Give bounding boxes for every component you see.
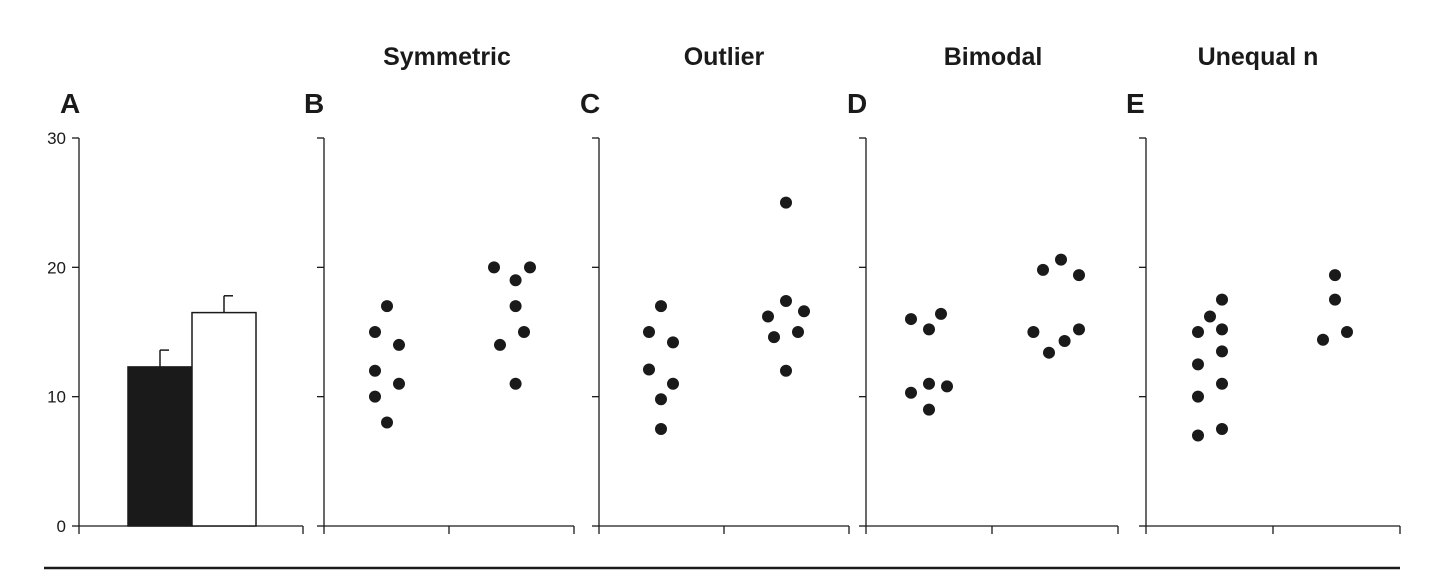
data-point bbox=[780, 294, 792, 307]
data-point bbox=[923, 377, 935, 390]
data-point bbox=[1329, 269, 1341, 282]
data-point bbox=[1216, 423, 1228, 435]
panel-title: Bimodal bbox=[944, 43, 1043, 71]
data-point bbox=[643, 363, 655, 376]
data-point bbox=[655, 300, 667, 313]
data-point bbox=[798, 305, 810, 318]
data-point bbox=[1192, 429, 1204, 442]
bar bbox=[127, 366, 193, 527]
panel-c: Outlier C bbox=[580, 43, 850, 534]
data-point bbox=[905, 386, 917, 399]
data-point bbox=[1204, 310, 1216, 323]
data-point bbox=[1058, 335, 1071, 348]
data-point bbox=[1216, 377, 1228, 390]
data-point bbox=[905, 313, 917, 326]
data-point bbox=[1192, 358, 1204, 371]
panel-letter: D bbox=[847, 88, 867, 119]
data-point bbox=[369, 326, 381, 338]
data-point bbox=[655, 393, 667, 406]
data-point bbox=[381, 300, 393, 313]
panel-letter: A bbox=[60, 88, 80, 119]
data-point bbox=[524, 261, 536, 274]
panel-title: Unequal n bbox=[1198, 43, 1319, 71]
data-point bbox=[667, 336, 679, 349]
panel-letter: B bbox=[304, 88, 324, 119]
y-tick-label: 0 bbox=[57, 517, 66, 536]
data-point bbox=[518, 326, 530, 338]
data-point bbox=[393, 377, 405, 390]
data-point bbox=[655, 423, 667, 435]
data-point bbox=[1027, 326, 1040, 338]
data-point bbox=[780, 364, 792, 377]
data-point bbox=[509, 274, 522, 287]
y-tick-label: 20 bbox=[47, 258, 66, 277]
data-point bbox=[792, 326, 804, 338]
data-point bbox=[1216, 345, 1228, 358]
data-point bbox=[1043, 346, 1055, 359]
data-point bbox=[1329, 293, 1341, 306]
data-point bbox=[768, 331, 780, 344]
data-point bbox=[1317, 333, 1329, 346]
bar bbox=[191, 311, 257, 527]
panel-b: Symmetric B bbox=[304, 43, 575, 534]
data-point bbox=[667, 377, 679, 390]
panel-title: Symmetric bbox=[383, 43, 511, 71]
panel-letter: C bbox=[580, 88, 600, 119]
panel-d: Bimodal D bbox=[847, 43, 1119, 534]
data-point bbox=[1073, 323, 1085, 336]
data-point bbox=[1037, 263, 1049, 276]
data-point bbox=[1192, 326, 1204, 338]
panel-title: Outlier bbox=[684, 43, 765, 71]
data-point bbox=[1341, 326, 1353, 338]
panel-a: A 0 10 20 30 bbox=[47, 88, 304, 536]
data-point bbox=[381, 416, 393, 429]
data-point bbox=[1055, 253, 1067, 266]
data-point bbox=[369, 364, 381, 377]
data-point bbox=[1073, 269, 1085, 282]
panel-letter: E bbox=[1126, 88, 1145, 119]
data-point bbox=[1216, 293, 1228, 306]
data-point bbox=[509, 377, 522, 390]
y-tick-label: 10 bbox=[47, 388, 66, 407]
panel-e: Unequal n E bbox=[1126, 43, 1401, 534]
data-point bbox=[1192, 390, 1204, 403]
data-point bbox=[488, 261, 500, 274]
y-tick-label: 30 bbox=[47, 129, 66, 148]
data-point bbox=[509, 300, 522, 313]
data-point bbox=[923, 323, 935, 336]
data-point bbox=[494, 338, 506, 351]
data-point bbox=[643, 326, 655, 338]
data-point bbox=[369, 390, 381, 403]
data-point bbox=[393, 338, 405, 351]
data-point bbox=[1216, 323, 1228, 336]
data-point bbox=[923, 403, 935, 416]
data-point bbox=[935, 307, 947, 320]
data-point bbox=[762, 310, 774, 323]
data-point bbox=[780, 196, 792, 209]
data-point bbox=[941, 380, 953, 393]
